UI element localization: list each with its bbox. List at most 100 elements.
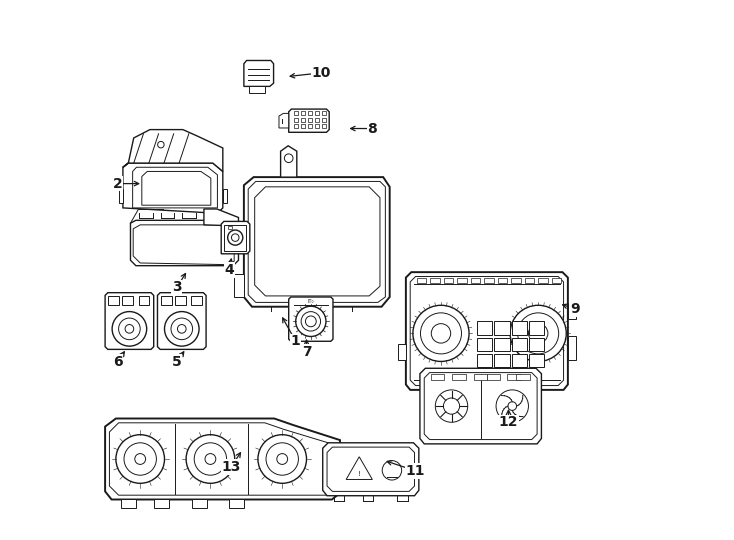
Bar [153,499,169,508]
Circle shape [258,435,307,483]
Text: 13: 13 [221,460,241,474]
Circle shape [164,312,199,346]
Bar [301,111,305,115]
Bar [525,278,534,283]
Bar [308,124,313,128]
Bar [417,278,426,283]
Bar [430,278,440,283]
Bar [191,296,202,305]
Bar [308,111,313,115]
Bar [398,345,406,361]
Polygon shape [123,163,223,213]
Text: 5: 5 [172,355,182,369]
Circle shape [528,323,548,343]
Bar [322,124,327,128]
Circle shape [284,154,293,163]
Bar [487,374,501,380]
Circle shape [382,461,401,480]
Bar [308,118,313,122]
Bar [512,354,527,367]
Bar [529,338,544,351]
Circle shape [496,390,528,422]
Circle shape [124,443,156,475]
Circle shape [186,435,235,483]
Bar [529,321,544,335]
Bar [484,278,494,283]
Bar [495,354,509,367]
Bar [495,338,509,351]
Bar [228,226,232,229]
Circle shape [421,313,462,354]
Polygon shape [323,443,419,496]
Polygon shape [123,130,223,172]
Bar [568,303,576,319]
Bar [223,189,227,202]
Bar [119,189,123,202]
Circle shape [296,306,326,336]
Bar [512,321,527,335]
Circle shape [116,435,164,483]
Circle shape [135,454,145,464]
Circle shape [435,390,468,422]
Bar [229,499,244,508]
Bar [225,225,246,251]
Bar [538,278,548,283]
Bar [529,354,544,367]
Circle shape [510,305,566,361]
Text: 8: 8 [368,122,377,136]
Polygon shape [280,146,297,177]
Bar [477,338,493,351]
Bar [495,321,509,335]
Bar [315,111,319,115]
Polygon shape [131,220,239,266]
Bar [498,278,507,283]
Bar [443,278,454,283]
Polygon shape [244,177,390,307]
Polygon shape [244,60,274,86]
Bar [452,374,466,380]
Bar [139,296,150,305]
Bar [301,124,305,128]
Text: 4: 4 [225,263,234,277]
Text: 10: 10 [311,66,331,80]
Polygon shape [406,272,568,390]
Bar [477,321,493,335]
Bar [512,338,527,351]
Polygon shape [158,293,206,349]
Text: !: ! [357,471,360,477]
Polygon shape [248,181,385,302]
Circle shape [158,141,164,148]
Circle shape [119,318,140,340]
Circle shape [413,305,469,361]
Bar [123,296,133,305]
Circle shape [205,454,216,464]
Bar [294,118,299,122]
Circle shape [178,325,186,333]
Circle shape [266,443,299,475]
Bar [474,374,487,380]
Polygon shape [133,167,217,208]
Bar [322,118,327,122]
Bar [511,278,521,283]
Polygon shape [109,423,333,495]
Polygon shape [288,297,333,341]
Polygon shape [279,113,288,128]
Circle shape [443,398,459,414]
Circle shape [228,230,243,245]
Circle shape [305,316,316,327]
Polygon shape [204,209,239,226]
Polygon shape [327,447,415,491]
Bar [552,278,562,283]
Circle shape [195,443,227,475]
Polygon shape [346,457,372,480]
Polygon shape [221,221,250,254]
Bar [477,354,493,367]
Bar [315,118,319,122]
Bar [294,124,299,128]
Bar [121,499,137,508]
Circle shape [432,323,451,343]
Circle shape [112,312,147,346]
Polygon shape [105,293,153,349]
Text: 12: 12 [498,415,518,429]
Text: 1: 1 [291,334,301,348]
